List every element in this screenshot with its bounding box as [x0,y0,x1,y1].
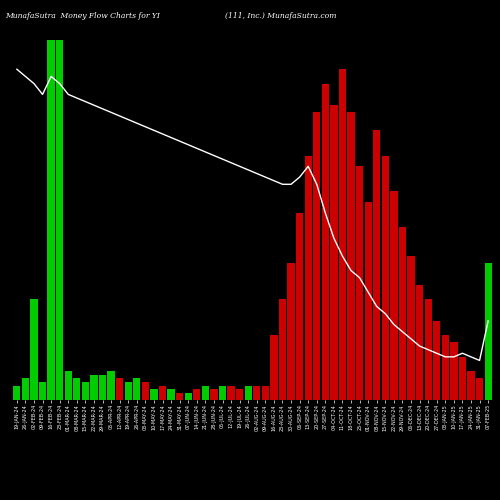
Bar [373,130,380,400]
Bar [339,69,346,400]
Bar [450,342,458,400]
Bar [73,378,80,400]
Text: (111, Inc.) MunafaSutra.com: (111, Inc.) MunafaSutra.com [225,12,336,20]
Bar [39,382,46,400]
Bar [270,336,278,400]
Bar [90,375,98,400]
Bar [304,156,312,400]
Bar [108,371,115,400]
Bar [22,378,29,400]
Bar [390,192,398,400]
Bar [364,202,372,400]
Bar [382,156,389,400]
Bar [30,300,38,400]
Bar [433,321,440,400]
Bar [176,393,184,400]
Bar [99,375,106,400]
Bar [459,357,466,400]
Bar [48,40,55,400]
Bar [322,84,329,400]
Bar [236,389,244,400]
Bar [313,112,320,400]
Bar [133,378,140,400]
Bar [210,389,218,400]
Bar [476,378,483,400]
Text: MunafaSutra  Money Flow Charts for YI: MunafaSutra Money Flow Charts for YI [5,12,160,20]
Bar [202,386,209,400]
Bar [82,382,89,400]
Bar [468,371,474,400]
Bar [184,393,192,400]
Bar [296,213,304,400]
Bar [356,166,364,400]
Bar [416,285,423,400]
Bar [262,386,269,400]
Bar [64,371,72,400]
Bar [13,386,20,400]
Bar [168,389,174,400]
Bar [124,382,132,400]
Bar [159,386,166,400]
Bar [116,378,124,400]
Bar [442,336,449,400]
Bar [253,386,260,400]
Bar [219,386,226,400]
Bar [288,264,294,400]
Bar [399,228,406,400]
Bar [228,386,234,400]
Bar [279,300,286,400]
Bar [348,112,354,400]
Bar [330,105,338,400]
Bar [408,256,414,400]
Bar [56,40,64,400]
Bar [244,386,252,400]
Bar [424,300,432,400]
Bar [150,389,158,400]
Bar [484,264,492,400]
Bar [193,389,200,400]
Bar [142,382,149,400]
